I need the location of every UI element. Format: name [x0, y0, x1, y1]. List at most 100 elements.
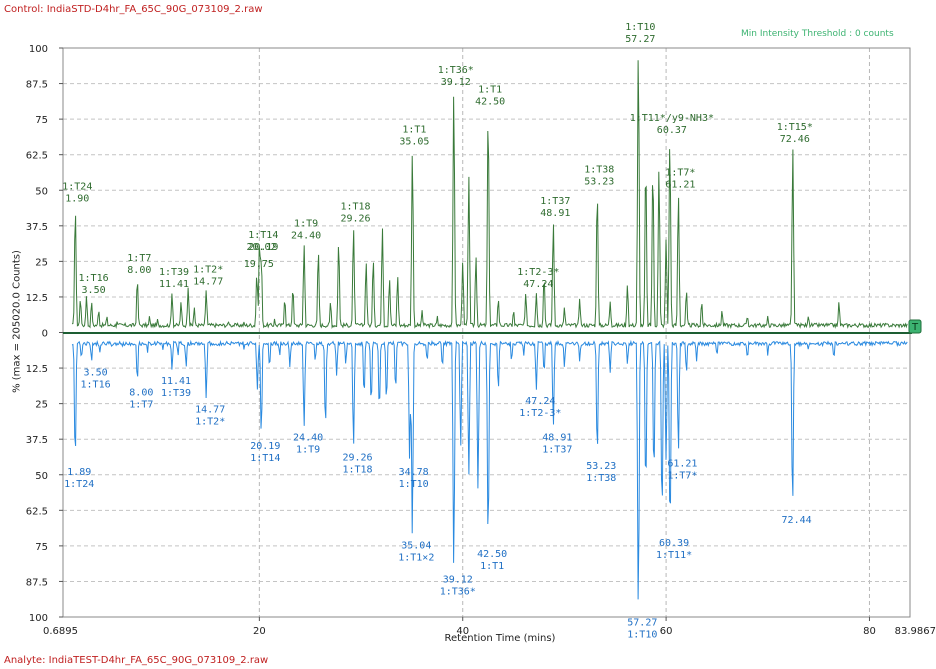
- peak-rt: 53.23: [584, 177, 614, 188]
- peak-id: 1:T24: [64, 479, 94, 490]
- y-tick-label: 25: [35, 257, 48, 268]
- control-trace: [71, 60, 908, 330]
- peak-rt: 42.50: [475, 97, 505, 108]
- min-intensity-threshold: Min Intensity Threshold : 0 counts: [741, 29, 894, 39]
- peak-rt: 24.40: [291, 231, 321, 242]
- y-tick-label: 37.5: [26, 435, 48, 446]
- peak-rt: 20.19: [250, 441, 280, 452]
- analyte-peak-label: 57.271:T10: [627, 617, 657, 640]
- peak-rt: 3.50: [84, 367, 108, 378]
- control-peak-label: 20.02: [247, 242, 277, 253]
- peak-id: 1:T2-3*: [519, 408, 561, 419]
- peak-id: 1:T38: [586, 473, 616, 484]
- peak-rt: 3.50: [82, 285, 106, 296]
- control-file-label: Control: IndiaSTD-D4hr_FA_65C_90G_073109…: [4, 4, 263, 15]
- peak-id: 1:T39: [159, 267, 189, 278]
- peak-id: 1:T16: [79, 273, 109, 284]
- peak-rt: 60.37: [657, 125, 687, 136]
- peak-rt: 57.27: [627, 617, 657, 628]
- y-tick-label: 50: [35, 186, 48, 197]
- peak-id: 1:T9: [296, 445, 320, 456]
- peak-id: 1:T7*: [667, 470, 697, 481]
- marker-label: T: [911, 322, 919, 333]
- analyte-peak-label: 53.231:T38: [586, 461, 616, 484]
- peak-id: 1:T1: [402, 125, 426, 136]
- peak-id: 1:T16: [81, 379, 111, 390]
- y-tick-label: 12.5: [26, 293, 48, 304]
- control-peak-label: 1:T15*72.46: [777, 122, 813, 145]
- peak-rt: 39.12: [443, 575, 473, 586]
- analyte-peak-label: 3.501:T16: [81, 367, 111, 390]
- peak-id: 1:T37: [540, 196, 570, 207]
- grid: [63, 48, 910, 617]
- y-axis-label: % (max = 205020.0 Counts): [11, 250, 23, 393]
- peak-id: 1:T24: [62, 182, 92, 193]
- analyte-peak-label: 35.041:T1×2: [398, 541, 434, 564]
- y-tick-label: 87.5: [26, 80, 48, 91]
- peak-rt: 1.90: [65, 194, 89, 205]
- peak-rt: 14.77: [193, 276, 223, 287]
- y-tick-label: 100: [29, 613, 48, 624]
- peak-rt: 61.21: [665, 179, 695, 190]
- peak-id: 1:T11*: [656, 550, 692, 561]
- y-tick-label: 62.5: [26, 506, 48, 517]
- peak-rt: 35.05: [399, 137, 429, 148]
- peak-rt: 11.41: [161, 376, 191, 387]
- peak-id: 1:T10: [399, 479, 429, 490]
- control-peak-label: 19.75: [244, 259, 274, 270]
- peak-rt: 48.91: [540, 208, 570, 219]
- marker-box[interactable]: [908, 319, 922, 334]
- analyte-peak-label: 34.781:T10: [399, 467, 429, 490]
- y-tick-label: 37.5: [26, 222, 48, 233]
- analyte-peak-label: 39.121:T36*: [440, 575, 476, 598]
- analyte-peak-label: 72.44: [782, 515, 812, 526]
- peak-rt: 8.00: [127, 265, 151, 276]
- peak-rt: 72.46: [780, 134, 810, 145]
- peak-id: 1:T7: [127, 253, 151, 264]
- y-tick-label: 62.5: [26, 151, 48, 162]
- peak-id: 1:T15*: [777, 122, 813, 133]
- peak-id: 1:T1: [478, 85, 502, 96]
- y-tick-label: 50: [35, 471, 48, 482]
- peak-id: 1:T2-3*: [517, 267, 559, 278]
- peak-rt: 8.00: [129, 387, 153, 398]
- peak-rt: 35.04: [401, 541, 431, 552]
- analyte-peak-label: 1.891:T24: [64, 467, 94, 490]
- analyte-trace: [71, 339, 908, 600]
- peak-id: 1:T9: [294, 219, 318, 230]
- analyte-file-label: Analyte: IndiaTEST-D4hr_FA_65C_90G_07310…: [4, 655, 269, 666]
- peak-rt: 34.78: [399, 467, 429, 478]
- peak-rt: 42.50: [477, 549, 507, 560]
- peak-rt: 29.26: [342, 453, 372, 464]
- peak-rt: 47.24: [523, 279, 553, 290]
- peak-rt: 14.77: [195, 404, 225, 415]
- peak-id: 1:T36*: [440, 587, 476, 598]
- analyte-peak-label: 11.411:T39: [161, 376, 191, 399]
- x-tick-label: 60: [660, 626, 673, 637]
- peak-rt: 48.91: [542, 433, 572, 444]
- trace-marker[interactable]: T: [908, 319, 922, 334]
- y-tick-label: 75: [35, 115, 48, 126]
- analyte-peak-label: 24.401:T9: [293, 433, 323, 456]
- peak-id: 1:T18: [342, 465, 372, 476]
- peak-id: 1:T10: [627, 629, 657, 640]
- traces: [71, 60, 908, 600]
- peak-rt: 24.40: [293, 433, 323, 444]
- control-peak-label: 1:T11*/y9-NH3*60.37: [630, 113, 714, 136]
- analyte-peak-label: 60.391:T11*: [656, 538, 692, 561]
- peak-id: 1:T37: [542, 445, 572, 456]
- x-tick-label: 0.6895: [43, 626, 78, 637]
- peak-id: 1:T2*: [195, 416, 225, 427]
- peak-rt: 29.26: [340, 214, 370, 225]
- peak-id: 1:T7: [129, 399, 153, 410]
- peak-rt: 53.23: [586, 461, 616, 472]
- peak-id: 1:T1: [480, 561, 504, 572]
- x-tick-label: 80: [863, 626, 876, 637]
